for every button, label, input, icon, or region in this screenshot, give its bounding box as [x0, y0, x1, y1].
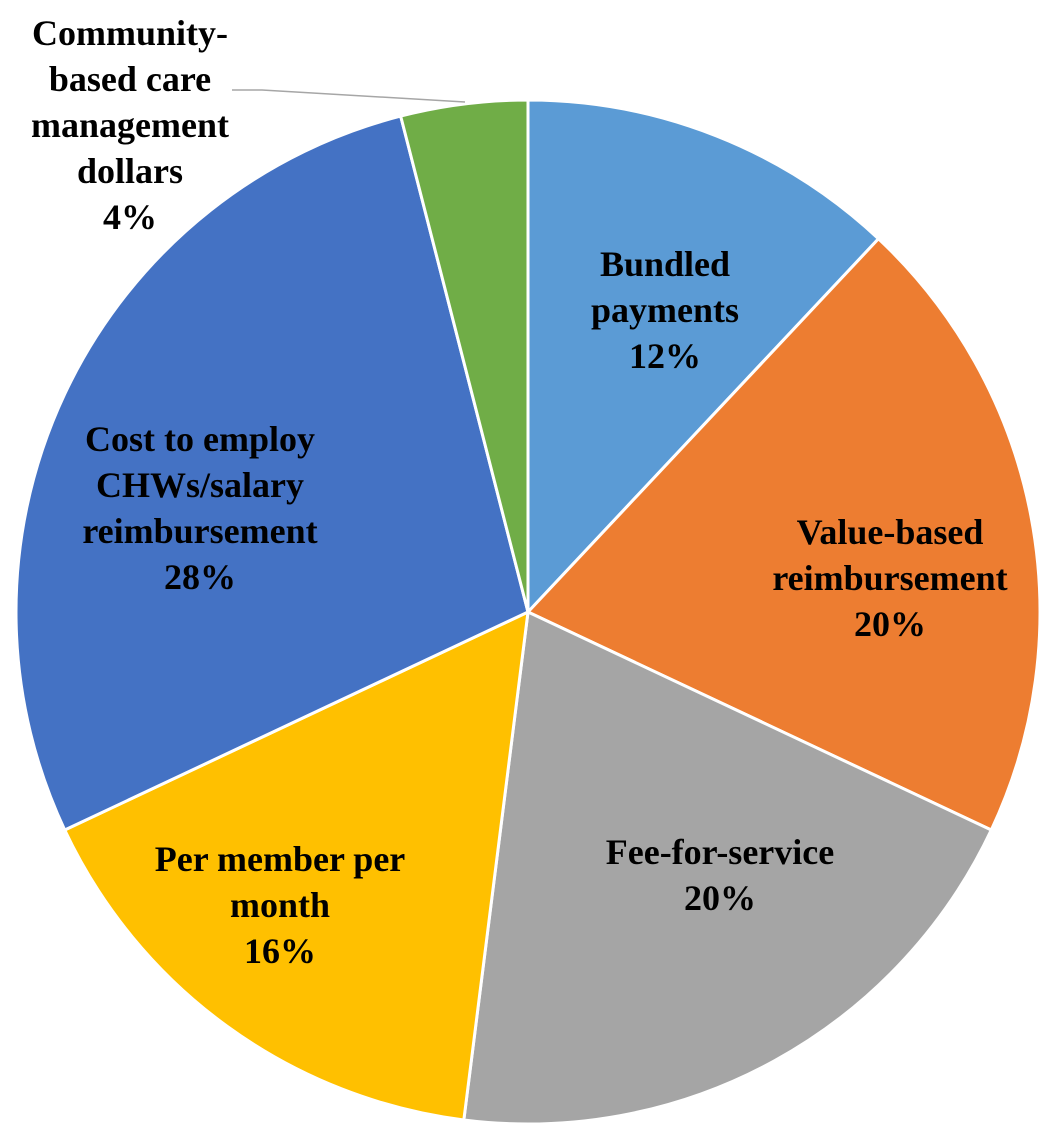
pie-slice: [62, 609, 530, 1122]
slice-label: Value-based reimbursement 20%: [745, 509, 1035, 647]
value-label: 20%: [854, 604, 926, 644]
value-label: 28%: [164, 557, 236, 597]
slice-label: Community-based care management dollars 4…: [10, 10, 250, 240]
slice-label: Per member per month 16%: [120, 836, 440, 974]
value-label: 12%: [629, 336, 701, 376]
pie-slice: [398, 98, 530, 613]
category-label: Cost to employ CHWs/salary reimbursement: [82, 419, 318, 551]
value-label: 16%: [244, 931, 316, 971]
slice-label: Cost to employ CHWs/salary reimbursement…: [55, 416, 345, 600]
pie-slice: [526, 98, 881, 616]
value-label: 20%: [684, 878, 756, 918]
pie-slice: [525, 236, 1042, 832]
pie-slice: [14, 114, 530, 832]
category-label: Per member per month: [154, 839, 406, 925]
slice-label: Fee-for-service 20%: [560, 829, 880, 921]
category-label: Fee-for-service: [605, 832, 835, 872]
slice-label: Bundled payments 12%: [565, 241, 765, 379]
category-label: Bundled payments: [590, 244, 739, 330]
leader-line: [232, 89, 466, 103]
category-label: Value-based reimbursement: [772, 512, 1008, 598]
category-label: Community-based care management dollars: [31, 13, 229, 191]
value-label: 4%: [103, 197, 157, 237]
